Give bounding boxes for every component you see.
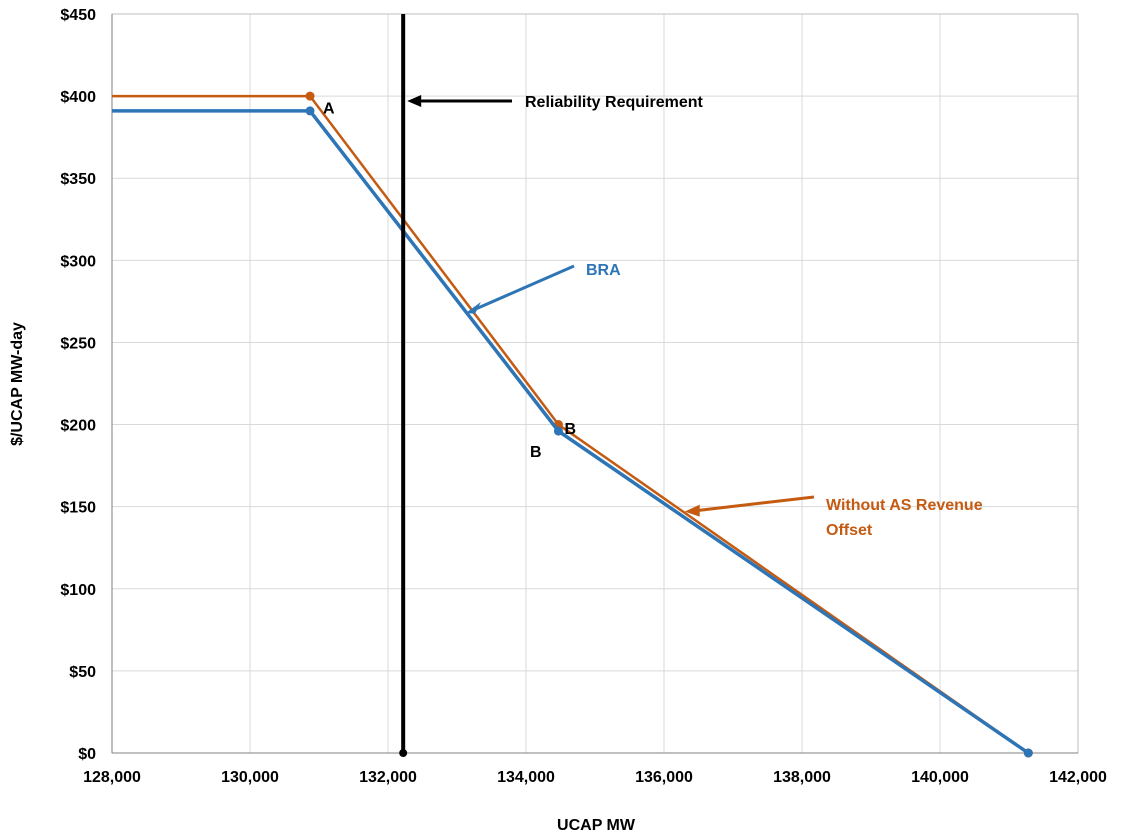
without-as-label-line: Without AS Revenue — [826, 497, 983, 514]
bra-label: BRA — [586, 262, 621, 279]
x-tick-label: 128,000 — [83, 769, 141, 786]
plot-area — [111, 13, 1079, 754]
x-tick-label: 142,000 — [1049, 769, 1107, 786]
y-tick-label: $250 — [60, 335, 96, 352]
y-tick-label: $300 — [60, 253, 96, 270]
series-line — [112, 109, 1030, 755]
y-axis-title: $/UCAP MW-day — [9, 322, 26, 446]
x-tick-label: 136,000 — [635, 769, 693, 786]
annotations: A B B BRA Without AS Revenue Offset — [323, 101, 983, 539]
y-tick-label: $100 — [60, 582, 96, 599]
point-label: A — [323, 101, 335, 118]
tick-labels: 128,000 130,000 132,000 134,000 136,000 138,0… — [60, 7, 1107, 786]
reliability-requirement-point — [399, 749, 408, 757]
reliability-requirement: Reliability Requirement — [399, 14, 703, 757]
y-tick-label: $0 — [78, 746, 96, 763]
data-point — [1023, 748, 1033, 758]
reliability-requirement-label: Reliability Requirement — [525, 94, 703, 111]
y-tick-label: $150 — [60, 500, 96, 517]
y-tick-label: $350 — [60, 171, 96, 188]
x-axis-title: UCAP MW — [557, 817, 636, 834]
without-as-label: Without AS Revenue Offset — [826, 497, 983, 539]
point-label: B — [565, 421, 577, 438]
without-as-label-line: Offset — [826, 522, 873, 539]
x-tick-label: 134,000 — [497, 769, 555, 786]
y-tick-label: $450 — [60, 7, 96, 24]
without-as-leader-line — [696, 495, 815, 513]
y-tick-label: $400 — [60, 89, 96, 106]
gridlines — [111, 13, 1079, 754]
data-point — [305, 106, 315, 116]
without-as-arrow-head — [684, 504, 700, 517]
point-label: B — [530, 444, 542, 461]
data-point — [553, 426, 563, 436]
x-tick-label: 138,000 — [773, 769, 831, 786]
data-point — [305, 91, 315, 101]
x-tick-label: 132,000 — [359, 769, 417, 786]
y-tick-label: $50 — [69, 664, 96, 681]
series-line — [112, 94, 1030, 755]
reliability-arrow-head — [407, 95, 422, 108]
plot-border — [111, 13, 1079, 754]
series-lines — [112, 91, 1033, 758]
y-tick-label: $200 — [60, 418, 96, 435]
bra-arrow-head — [465, 301, 481, 314]
x-tick-label: 130,000 — [221, 769, 279, 786]
x-tick-label: 140,000 — [911, 769, 969, 786]
bra-leader-line — [475, 264, 575, 311]
